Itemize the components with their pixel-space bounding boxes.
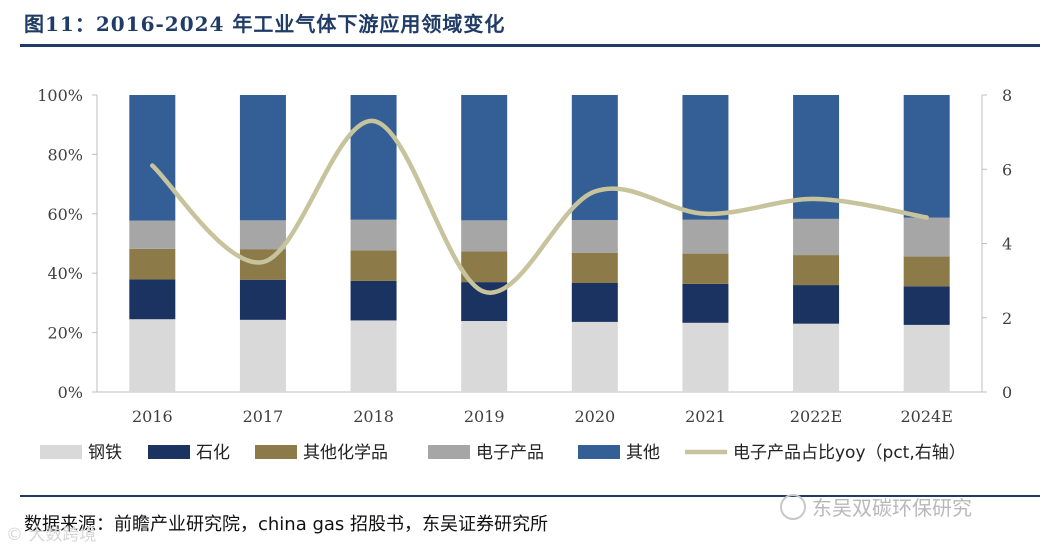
right-tick-label: 0 xyxy=(1002,383,1012,402)
legend-label: 电子产品 xyxy=(476,443,544,463)
watermark-text: 东吴双碳环保研究 xyxy=(812,496,972,520)
legend-label: 其他化学品 xyxy=(303,443,388,463)
left-tick-label: 40% xyxy=(47,264,83,283)
legend-swatch xyxy=(40,445,82,459)
bar-segment xyxy=(571,220,618,253)
left-tick-label: 60% xyxy=(47,205,83,224)
source-rule xyxy=(20,495,1040,497)
bar-segment xyxy=(239,220,286,250)
yoy-line xyxy=(150,118,929,295)
bar-segment xyxy=(793,323,840,392)
chart-svg: 0% 20% 40% 60% 80% 100% 0 2 4 6 8 2016 2017 2018 2019 2… xyxy=(37,86,1012,463)
left-tick-label: 80% xyxy=(47,145,83,164)
bar-segment xyxy=(350,95,397,220)
chart-title: 图11：2016-2024 年工业气体下游应用领域变化 xyxy=(24,12,506,36)
bar-segment xyxy=(461,220,508,252)
bar-segment xyxy=(903,256,950,287)
title-rule xyxy=(20,44,1040,47)
bar-segment xyxy=(903,286,950,325)
x-tick-label: 2016 xyxy=(132,407,173,426)
bar-segment xyxy=(682,283,729,323)
bar-segment xyxy=(239,279,286,320)
bar-segment xyxy=(461,321,508,392)
x-tick-label: 2019 xyxy=(464,407,505,426)
bar-segment xyxy=(571,321,618,392)
legend-swatch xyxy=(578,445,620,459)
watermark: 东吴双碳环保研究 xyxy=(780,492,972,521)
x-tick-label: 2020 xyxy=(574,407,615,426)
bar-segment xyxy=(129,95,176,221)
x-tick-label: 2017 xyxy=(243,407,284,426)
bar-segment xyxy=(129,279,176,320)
x-tick-label: 2021 xyxy=(685,407,726,426)
bar-segment xyxy=(903,324,950,392)
bar-segment xyxy=(682,322,729,392)
x-tick-label: 2022E xyxy=(790,407,842,426)
bar-segment xyxy=(682,253,729,284)
bar-segment xyxy=(350,219,397,251)
legend-label: 其他 xyxy=(626,443,660,463)
bar-segment xyxy=(461,95,508,221)
bar-segment xyxy=(129,220,176,249)
legend-swatch xyxy=(255,445,297,459)
bar-segment xyxy=(903,95,950,218)
watermark-secondary: © 大数跨境 xyxy=(6,525,97,545)
bar-segment xyxy=(571,283,618,322)
bar-segment xyxy=(350,320,397,392)
source-note: 数据来源：前瞻产业研究院，china gas 招股书，东吴证券研究所 xyxy=(24,514,549,535)
bar-segment xyxy=(239,319,286,392)
x-tick-label: 2018 xyxy=(353,407,394,426)
legend-label: 电子产品占比yoy（pct,右轴） xyxy=(733,443,966,463)
left-tick-label: 0% xyxy=(58,383,83,402)
bar-segment xyxy=(682,219,729,254)
bar-segment xyxy=(571,252,618,284)
left-tick-label: 20% xyxy=(47,324,83,343)
legend-swatch xyxy=(428,445,470,459)
left-tick-label: 100% xyxy=(37,86,83,105)
x-tick-label: 2024E xyxy=(900,407,952,426)
wechat-icon xyxy=(780,493,806,520)
bar-segment xyxy=(129,248,176,280)
legend-swatch xyxy=(148,445,190,459)
bar-segment xyxy=(682,95,729,220)
bar-segment xyxy=(793,218,840,256)
bar-segment xyxy=(129,319,176,392)
right-tick-label: 2 xyxy=(1002,309,1012,328)
bar-segment xyxy=(903,217,950,257)
right-tick-label: 8 xyxy=(1002,86,1012,105)
right-tick-label: 4 xyxy=(1002,235,1012,254)
bar-segment xyxy=(350,280,397,321)
legend-label: 钢铁 xyxy=(88,443,122,463)
legend-label: 石化 xyxy=(196,443,230,463)
bar-segment xyxy=(793,255,840,286)
bar-segment xyxy=(239,95,286,221)
right-tick-label: 6 xyxy=(1002,160,1012,179)
bar-segment xyxy=(793,285,840,324)
bar-segment xyxy=(350,250,397,281)
